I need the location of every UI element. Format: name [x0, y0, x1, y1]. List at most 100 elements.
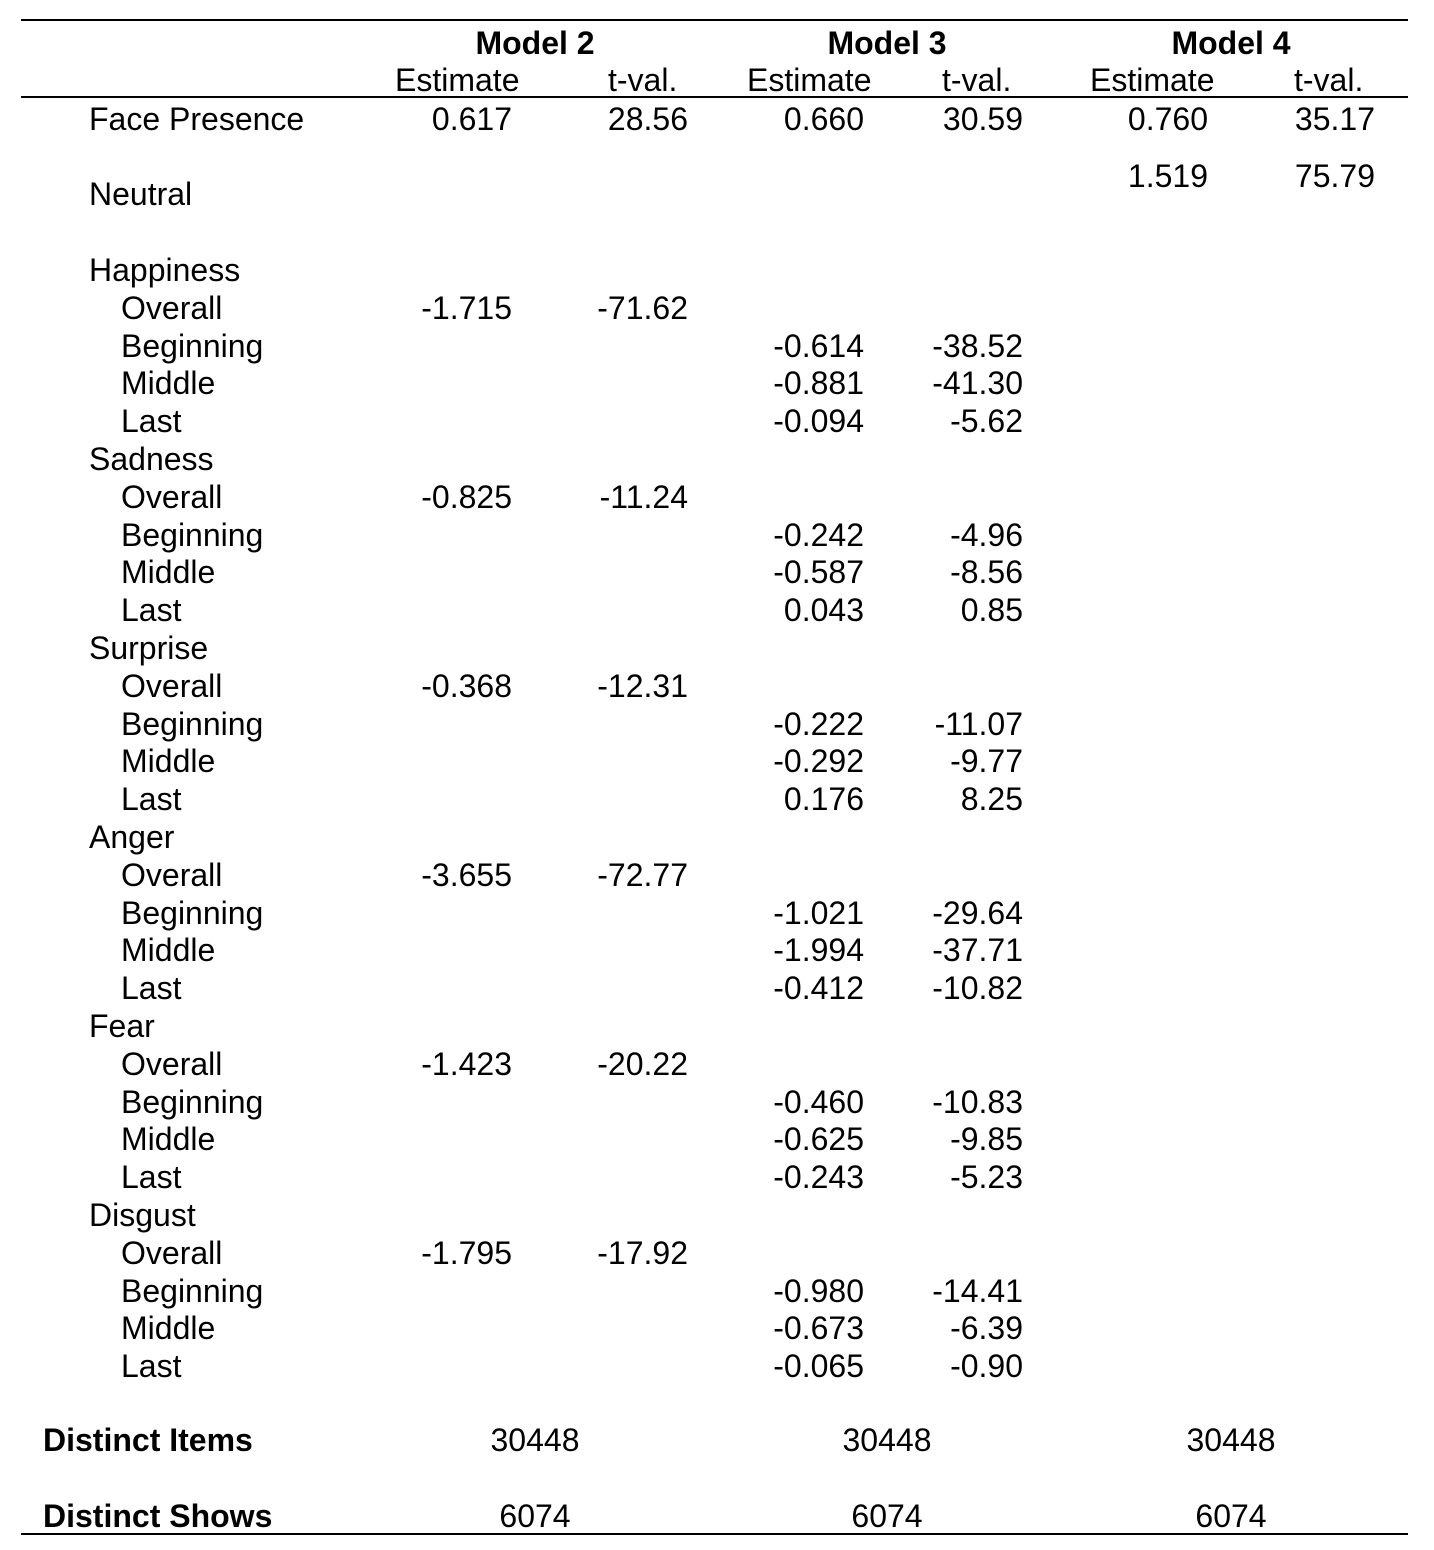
emotion-label-surprise: Surprise: [89, 630, 209, 666]
phase-label-beginning: Beginning: [121, 517, 264, 553]
overall-label: Overall: [121, 479, 223, 515]
model-4-estimate-label: Estimate: [1090, 62, 1215, 98]
neutral-label: Neutral: [89, 176, 193, 212]
overall-label: Overall: [121, 857, 223, 893]
overall-m2-estimate: -1.795: [421, 1235, 512, 1271]
phase-label-middle: Middle: [121, 743, 216, 779]
phase-m3-tval: -11.07: [934, 706, 1023, 742]
distinct-shows-m4: 6074: [1195, 1498, 1267, 1534]
emotion-label-fear: Fear: [89, 1008, 155, 1044]
phase-m3-tval: -9.85: [950, 1121, 1023, 1157]
face-presence-m4-estimate: 0.760: [1127, 101, 1208, 137]
phase-m3-tval: -9.77: [950, 743, 1023, 779]
top-rule: [21, 19, 1408, 21]
overall-label: Overall: [121, 290, 223, 326]
phase-label-last: Last: [121, 1159, 182, 1195]
emotion-label-sadness: Sadness: [89, 441, 214, 477]
phase-m3-estimate: -0.460: [773, 1084, 864, 1120]
phase-label-last: Last: [121, 592, 182, 628]
phase-m3-tval: -5.23: [950, 1159, 1023, 1195]
phase-m3-estimate: -0.412: [773, 970, 864, 1006]
header-rule: [21, 96, 1408, 98]
phase-m3-estimate: -0.587: [773, 554, 864, 590]
emotion-label-happiness: Happiness: [89, 252, 241, 288]
phase-m3-tval: -37.71: [932, 932, 1023, 968]
phase-m3-estimate: -0.094: [773, 403, 864, 439]
overall-m2-estimate: -3.655: [421, 857, 512, 893]
emotion-label-disgust: Disgust: [89, 1197, 196, 1233]
bottom-rule: [21, 1533, 1408, 1535]
phase-m3-estimate: -0.673: [773, 1310, 864, 1346]
phase-m3-estimate: -0.242: [773, 517, 864, 553]
phase-m3-tval: -4.96: [950, 517, 1023, 553]
distinct-items-m4: 30448: [1186, 1422, 1276, 1458]
distinct-shows-m3: 6074: [851, 1498, 923, 1534]
phase-m3-estimate: -0.881: [773, 365, 864, 401]
phase-label-middle: Middle: [121, 932, 216, 968]
overall-m2-estimate: -1.423: [421, 1046, 512, 1082]
distinct-shows-label: Distinct Shows: [43, 1498, 273, 1534]
phase-m3-tval: 8.25: [960, 781, 1023, 817]
model-4-tval-label: t-val.: [1294, 62, 1364, 98]
phase-label-middle: Middle: [121, 365, 216, 401]
phase-label-last: Last: [121, 781, 182, 817]
overall-m2-tval: -17.92: [597, 1235, 688, 1271]
model-2-tval-label: t-val.: [608, 62, 678, 98]
overall-label: Overall: [121, 1046, 223, 1082]
model-3-tval-label: t-val.: [942, 62, 1012, 98]
distinct-items-label: Distinct Items: [43, 1422, 253, 1458]
overall-label: Overall: [121, 1235, 223, 1271]
phase-label-beginning: Beginning: [121, 1084, 264, 1120]
phase-m3-tval: -8.56: [950, 554, 1023, 590]
overall-m2-tval: -11.24: [599, 479, 688, 515]
phase-label-beginning: Beginning: [121, 1273, 264, 1309]
neutral-m4-tval: 75.79: [1294, 158, 1375, 194]
emotion-label-anger: Anger: [89, 819, 175, 855]
model-4-header: Model 4: [1171, 25, 1291, 61]
distinct-shows-m2: 6074: [499, 1498, 571, 1534]
phase-m3-estimate: 0.176: [783, 781, 864, 817]
phase-m3-tval: -10.83: [932, 1084, 1023, 1120]
face-presence-label: Face Presence: [89, 101, 305, 137]
face-presence-m2-tval: 28.56: [607, 101, 688, 137]
face-presence-m2-estimate: 0.617: [431, 101, 512, 137]
model-2-estimate-label: Estimate: [395, 62, 520, 98]
phase-label-beginning: Beginning: [121, 895, 264, 931]
phase-m3-estimate: -0.292: [773, 743, 864, 779]
phase-m3-tval: -29.64: [932, 895, 1023, 931]
phase-m3-tval: -10.82: [932, 970, 1023, 1006]
model-2-header: Model 2: [475, 25, 595, 61]
face-presence-m3-tval: 30.59: [942, 101, 1023, 137]
overall-m2-estimate: -0.825: [421, 479, 512, 515]
face-presence-m4-tval: 35.17: [1294, 101, 1375, 137]
distinct-items-m3: 30448: [842, 1422, 932, 1458]
phase-m3-estimate: -0.065: [773, 1348, 864, 1384]
phase-m3-estimate: -0.625: [773, 1121, 864, 1157]
phase-label-middle: Middle: [121, 554, 216, 590]
phase-m3-estimate: -1.994: [773, 932, 864, 968]
overall-label: Overall: [121, 668, 223, 704]
phase-m3-tval: 0.85: [960, 592, 1023, 628]
overall-m2-estimate: -0.368: [421, 668, 512, 704]
overall-m2-tval: -71.62: [597, 290, 688, 326]
phase-m3-tval: -41.30: [932, 365, 1023, 401]
model-3-estimate-label: Estimate: [747, 62, 872, 98]
phase-label-beginning: Beginning: [121, 328, 264, 364]
phase-m3-tval: -38.52: [932, 328, 1023, 364]
phase-m3-tval: -6.39: [950, 1310, 1023, 1346]
face-presence-m3-estimate: 0.660: [783, 101, 864, 137]
phase-label-beginning: Beginning: [121, 706, 264, 742]
model-3-header: Model 3: [827, 25, 947, 61]
phase-m3-estimate: -0.980: [773, 1273, 864, 1309]
neutral-m4-estimate: 1.519: [1127, 158, 1208, 194]
distinct-items-m2: 30448: [490, 1422, 580, 1458]
phase-m3-tval: -0.90: [950, 1348, 1023, 1384]
phase-label-middle: Middle: [121, 1310, 216, 1346]
overall-m2-tval: -20.22: [597, 1046, 688, 1082]
phase-label-last: Last: [121, 1348, 182, 1384]
phase-m3-estimate: -0.243: [773, 1159, 864, 1195]
phase-m3-estimate: -0.614: [773, 328, 864, 364]
phase-label-last: Last: [121, 403, 182, 439]
phase-m3-estimate: -0.222: [773, 706, 864, 742]
overall-m2-tval: -12.31: [597, 668, 688, 704]
